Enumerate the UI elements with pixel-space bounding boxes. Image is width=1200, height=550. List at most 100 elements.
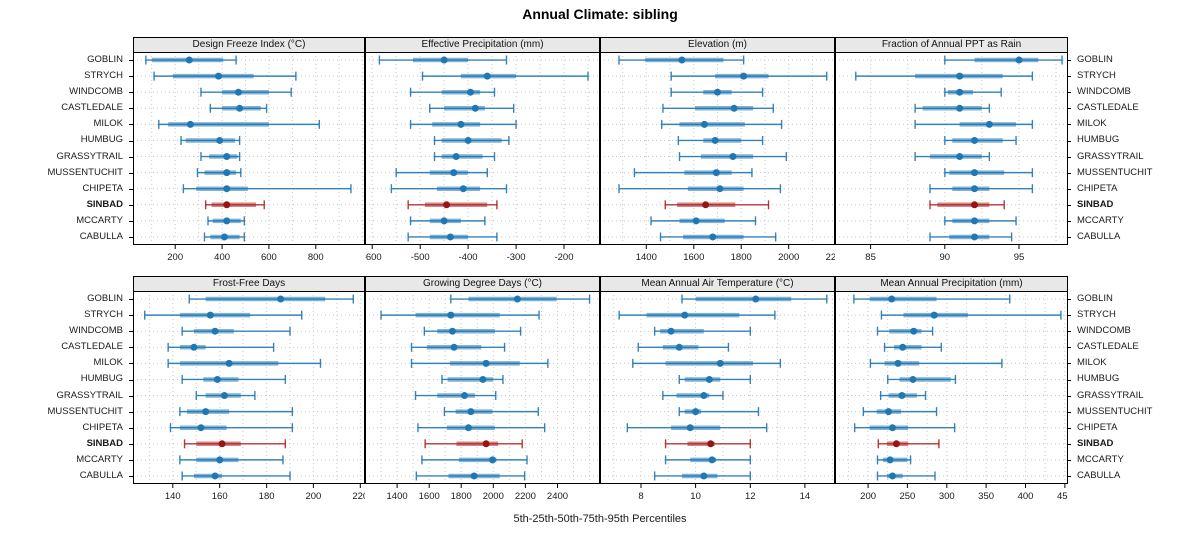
x-tick-label: 450 (1057, 491, 1068, 502)
site-label-mussentuchit: MUSSENTUCHIT (47, 166, 123, 178)
site-label-milok: MILOK (93, 118, 123, 130)
site-label-sinbad: SINBAD (1077, 437, 1114, 449)
errorbar-cabulla (181, 471, 291, 481)
site-row-tick (129, 299, 133, 300)
errorbar-goblin (853, 294, 1011, 304)
errorbar-goblin (618, 55, 745, 65)
errorbar-windcomb (653, 326, 751, 336)
panel-plot: 200 400 600 800 (133, 52, 365, 263)
panel-mean-annual-air-temperature-c: Mean Annual Air Temperature (°C) 8 10 12 14 (600, 276, 835, 504)
panel-fraction-of-annual-ppt-as-rain: Fraction of Annual PPT as Rain 85 90 95 (835, 37, 1068, 265)
x-tick-label: -200 (554, 252, 573, 263)
site-row-tick (1067, 443, 1071, 445)
site-row-tick (129, 427, 133, 429)
site-label-windcomb: WINDCOMB (1077, 325, 1131, 337)
panel-mean-annual-precipitation-mm: Mean Annual Precipitation (mm) 200 250 300 3… (835, 276, 1068, 504)
errorbar-goblin (944, 55, 1063, 65)
site-label-goblin: GOBLIN (87, 54, 123, 65)
site-row-tick (129, 156, 133, 158)
errorbar-castledale (637, 342, 730, 352)
site-label-mussentuchit: MUSSENTUCHIT (1077, 405, 1153, 417)
site-label-windcomb: WINDCOMB (1077, 86, 1131, 98)
site-labels-right: GOBLIN STRYCH WINDCOMB CASTLEDALE MILOK HUMBU… (1071, 52, 1196, 245)
x-tick-label: -500 (411, 252, 430, 263)
site-row-tick (1067, 220, 1071, 222)
errorbar-milok (167, 358, 322, 368)
site-label-humbug: HUMBUG (1077, 373, 1120, 385)
errorbar-goblin (378, 55, 508, 65)
panel-plot: 140 160 180 200 220 (133, 291, 365, 502)
site-label-mccarty: MCCARTY (76, 214, 123, 226)
x-tick-label: 220 (352, 491, 365, 502)
panel-strip-title: Mean Annual Air Temperature (°C) (600, 276, 835, 292)
site-row-tick (129, 379, 133, 381)
x-tick-label: 2000 (483, 491, 504, 502)
errorbar-strych (421, 71, 589, 81)
errorbar-mussentuchit (179, 407, 294, 417)
site-row-tick (129, 92, 133, 94)
site-label-humbug: HUMBUG (1077, 134, 1120, 146)
site-row-tick (1067, 124, 1071, 126)
site-row-tick (1067, 188, 1071, 190)
site-row-tick (1067, 411, 1071, 413)
site-label-milok: MILOK (1077, 118, 1107, 130)
errorbar-strych (380, 310, 540, 320)
panel-plot: -600 -500 -400 -300 -200 (365, 52, 600, 263)
x-tick-label: 95 (1014, 252, 1025, 263)
site-label-chipeta: CHIPETA (82, 421, 123, 433)
site-label-chipeta: CHIPETA (1077, 421, 1118, 433)
errorbar-chipeta (853, 423, 956, 433)
site-label-mussentuchit: MUSSENTUCHIT (47, 405, 123, 417)
errorbar-milok (632, 358, 782, 368)
panel-effective-precipitation-mm: Effective Precipitation (mm) -600 -500 -400… (365, 37, 600, 265)
errorbar-cabulla (929, 232, 1013, 242)
site-row-tick (1067, 427, 1071, 429)
x-tick-label: 140 (165, 491, 181, 502)
errorbar-mussentuchit (196, 168, 242, 178)
panel-strip-title: Growing Degree Days (°C) (365, 276, 600, 292)
site-row-tick (1067, 140, 1071, 142)
errorbar-chipeta (182, 184, 352, 194)
errorbar-castledale (167, 342, 275, 352)
site-labels-left: GOBLIN STRYCH WINDCOMB CASTLEDALE MILOK HUMBU… (0, 52, 129, 245)
panel-plot: 200 250 300 350 400 450 (835, 291, 1068, 502)
site-labels-left: GOBLIN STRYCH WINDCOMB CASTLEDALE MILOK HUMBU… (0, 291, 129, 484)
site-row-tick (1067, 459, 1071, 461)
site-label-mccarty: MCCARTY (76, 453, 123, 465)
errorbar-mccarty (876, 455, 912, 465)
errorbar-milok (409, 119, 517, 129)
site-row-tick (1067, 76, 1071, 78)
x-tick-label: 600 (261, 252, 277, 263)
site-row-tick (1067, 204, 1071, 206)
x-tick-label: 400 (1018, 491, 1034, 502)
errorbar-chipeta (626, 423, 768, 433)
errorbar-milok (158, 119, 321, 129)
site-row-tick (129, 476, 133, 477)
errorbar-strych (153, 71, 297, 81)
x-tick-label: 2000 (778, 252, 799, 263)
errorbar-mussentuchit (862, 407, 938, 417)
errorbar-castledale (209, 103, 268, 113)
errorbar-humbug (678, 374, 751, 384)
site-row-tick (129, 347, 133, 349)
errorbar-goblin (450, 294, 591, 304)
site-label-humbug: HUMBUG (80, 373, 123, 385)
errorbar-grassytrail (200, 152, 241, 162)
site-label-strych: STRYCH (1077, 70, 1116, 82)
x-tick-label: -600 (365, 252, 382, 263)
site-label-castledale: CASTLEDALE (1077, 341, 1139, 353)
errorbar-mccarty (944, 216, 1017, 226)
errorbar-chipeta (417, 423, 546, 433)
x-tick-label: 1400 (636, 252, 657, 263)
site-row-tick (129, 459, 133, 461)
errorbar-grassytrail (662, 391, 724, 401)
errorbar-cabulla (203, 232, 246, 242)
figure-title: Annual Climate: sibling (522, 6, 678, 22)
x-tick-label: 10 (690, 491, 701, 502)
errorbar-windcomb (876, 326, 934, 336)
errorbar-castledale (662, 103, 774, 113)
errorbar-goblin (145, 55, 237, 65)
x-tick-label: 14 (800, 491, 811, 502)
errorbar-grassytrail (914, 152, 991, 162)
errorbar-cabulla (659, 232, 777, 242)
